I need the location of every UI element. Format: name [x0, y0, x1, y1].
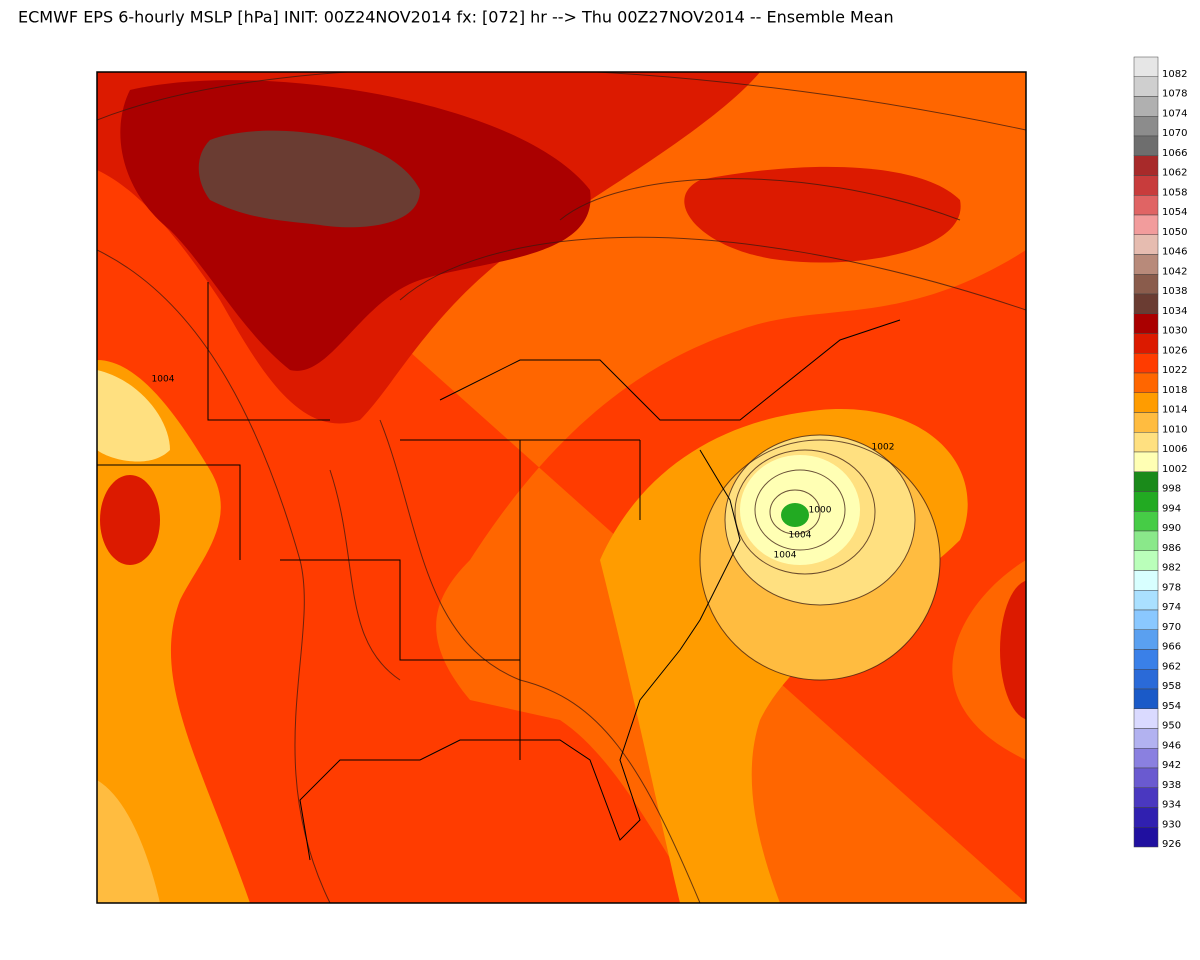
colorbar-swatch [1133, 372, 1159, 393]
colorbar-label: 1046 [1162, 247, 1187, 258]
colorbar-label: 1058 [1162, 187, 1187, 198]
colorbar-swatch [1133, 155, 1159, 176]
colorbar-label: 986 [1162, 543, 1181, 554]
contour-label: 1004 [789, 531, 812, 541]
colorbar-swatch [1133, 56, 1159, 77]
colorbar-swatch [1133, 708, 1159, 729]
colorbar-label: 1062 [1162, 168, 1187, 179]
colorbar-label: 1014 [1162, 405, 1187, 416]
colorbar-swatch [1133, 827, 1159, 848]
colorbar-label: 962 [1162, 661, 1181, 672]
colorbar-label: 1010 [1162, 424, 1187, 435]
colorbar-swatch [1133, 767, 1159, 788]
colorbar-label: 982 [1162, 563, 1181, 574]
colorbar-swatch [1133, 135, 1159, 156]
colorbar-swatch [1133, 116, 1159, 137]
colorbar-label: 950 [1162, 721, 1181, 732]
colorbar-label: 1002 [1162, 464, 1187, 475]
field-1026-east [1000, 580, 1026, 720]
colorbar-label: 926 [1162, 839, 1181, 850]
colorbar-label: 1050 [1162, 227, 1187, 238]
colorbar-label: 994 [1162, 503, 1181, 514]
field-west-high [100, 475, 160, 565]
colorbar-label: 1074 [1162, 108, 1187, 119]
colorbar-label: 934 [1162, 800, 1181, 811]
field-998 [781, 503, 809, 527]
colorbar-label: 938 [1162, 780, 1181, 791]
colorbar-label: 970 [1162, 622, 1181, 633]
colorbar-label: 1034 [1162, 306, 1187, 317]
colorbar-label: 1042 [1162, 266, 1187, 277]
colorbar-swatch [1133, 590, 1159, 611]
colorbar-swatch [1133, 530, 1159, 551]
colorbar-label: 1070 [1162, 128, 1187, 139]
colorbar-swatch [1133, 353, 1159, 374]
colorbar-swatch [1133, 195, 1159, 216]
colorbar-swatch [1133, 96, 1159, 117]
contour-label: 1004 [152, 375, 175, 385]
colorbar-swatch [1133, 175, 1159, 196]
field-sw [97, 780, 160, 903]
colorbar-label: 930 [1162, 819, 1181, 830]
map [97, 72, 1026, 903]
colorbar-label: 998 [1162, 484, 1181, 495]
colorbar-label: 1066 [1162, 148, 1187, 159]
contour-label: 1002 [872, 443, 895, 453]
field-1026-ne [684, 166, 961, 263]
colorbar-label: 974 [1162, 602, 1181, 613]
colorbar-swatch [1133, 669, 1159, 690]
colorbar-label: 990 [1162, 523, 1181, 534]
colorbar-swatch [1133, 254, 1159, 275]
colorbar: 1082 1078 1074 1070 1066 1062 1058 1054 1050 1046… [1133, 56, 1187, 850]
colorbar-swatch [1133, 274, 1159, 295]
colorbar-label: 1006 [1162, 444, 1187, 455]
colorbar-label: 946 [1162, 740, 1181, 751]
colorbar-swatch [1133, 234, 1159, 255]
colorbar-swatch [1133, 728, 1159, 749]
colorbar-swatch [1133, 807, 1159, 828]
colorbar-swatch [1133, 412, 1159, 433]
colorbar-label: 942 [1162, 760, 1181, 771]
field-west-low [97, 370, 170, 462]
colorbar-swatch [1133, 293, 1159, 314]
colorbar-label: 1026 [1162, 345, 1187, 356]
colorbar-swatch [1133, 392, 1159, 413]
colorbar-swatch [1133, 214, 1159, 235]
colorbar-label: 1030 [1162, 326, 1187, 337]
colorbar-label: 1054 [1162, 207, 1187, 218]
colorbar-label: 966 [1162, 642, 1181, 653]
colorbar-label: 1082 [1162, 69, 1187, 80]
title: ECMWF EPS 6-hourly MSLP [hPa] INIT: 00Z2… [18, 8, 894, 27]
colorbar-swatch [1133, 491, 1159, 512]
colorbar-swatch [1133, 432, 1159, 453]
colorbar-swatch [1133, 471, 1159, 492]
map-frame [96, 71, 1027, 904]
colorbar-swatch [1133, 688, 1159, 709]
contour-label: 1004 [774, 551, 797, 561]
colorbar-label: 1018 [1162, 385, 1187, 396]
colorbar-swatch [1133, 609, 1159, 630]
field-1034 [198, 130, 420, 228]
colorbar-swatch [1133, 787, 1159, 808]
colorbar-label: 958 [1162, 681, 1181, 692]
colorbar-swatch [1133, 76, 1159, 97]
colorbar-label: 1038 [1162, 286, 1187, 297]
contour-label: 1000 [809, 506, 832, 516]
colorbar-swatch [1133, 451, 1159, 472]
colorbar-swatch [1133, 333, 1159, 354]
colorbar-label: 1078 [1162, 89, 1187, 100]
colorbar-swatch [1133, 748, 1159, 769]
colorbar-label: 954 [1162, 701, 1181, 712]
coastlines [97, 282, 901, 861]
colorbar-swatch [1133, 649, 1159, 670]
colorbar-swatch [1133, 570, 1159, 591]
colorbar-swatch [1133, 313, 1159, 334]
colorbar-label: 1022 [1162, 365, 1187, 376]
colorbar-swatch [1133, 629, 1159, 650]
colorbar-swatch [1133, 511, 1159, 532]
colorbar-swatch [1133, 550, 1159, 571]
colorbar-label: 978 [1162, 582, 1181, 593]
